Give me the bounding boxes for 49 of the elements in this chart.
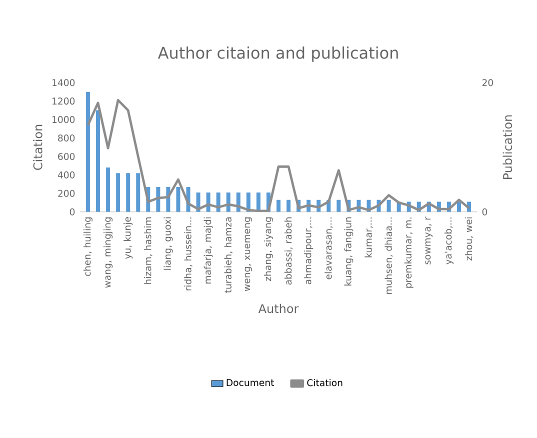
y-tick-label: 1000 [52, 116, 75, 123]
y-tick-label: 400 [58, 171, 75, 178]
y2-tick-label: 20 [482, 78, 493, 86]
bar [386, 200, 391, 212]
y2-tick-label: 0 [482, 208, 488, 216]
x-tick-label: kuang, fangjun [344, 217, 354, 286]
x-tick-label: abbassi, rabeh [284, 217, 293, 284]
x-tick-label: muhsen, dhiaa... [384, 217, 393, 294]
y-tick-label: 0 [70, 208, 75, 216]
line-series [86, 98, 470, 212]
y-tick-label: 1200 [52, 97, 75, 104]
x-axis-title: Author [258, 304, 299, 313]
x-tick-label: chen, huiling [83, 217, 92, 276]
x-tick-label: premkumar, m. [404, 217, 414, 288]
y2-axis-title: Publication [502, 115, 512, 179]
bar [286, 200, 291, 212]
y-tick-label: 200 [58, 190, 75, 197]
bar [96, 110, 100, 212]
bar [136, 172, 140, 212]
bar [86, 92, 90, 212]
y-tick-label: 800 [58, 134, 75, 142]
y-axis-title: Citation [33, 124, 42, 170]
bar [336, 200, 341, 212]
x-tick-label: elavarasan,... [324, 217, 333, 280]
y-tick-label: 1400 [52, 78, 75, 86]
bar [126, 172, 130, 212]
x-tick-label: ridha, hussein... [184, 217, 192, 290]
x-tick-label: liang, guoxi [164, 217, 173, 270]
x-tick-label: ya'acob,... [444, 217, 454, 264]
bar [116, 172, 120, 212]
x-tick-label: kumar,... [364, 217, 373, 258]
legend-label: Citation [307, 378, 342, 386]
x-tick-label: yu, kunje [124, 216, 133, 259]
x-tick-label: zhang, siyang [264, 217, 273, 281]
bar [106, 167, 110, 212]
bar [456, 202, 461, 212]
x-tick-label: ahmadipour,... [304, 217, 314, 284]
x-tick-label: zhou, wei [464, 217, 474, 260]
x-tick-label: turabieh, hamza [224, 217, 232, 293]
bar [276, 200, 280, 212]
bar [176, 186, 180, 212]
x-tick-label: hizam, hashim [144, 217, 152, 284]
x-tick-label: weng, xuemeng [244, 217, 252, 291]
legend-label: Document [226, 378, 274, 386]
y-tick-label: 600 [58, 152, 75, 160]
x-tick-label: wang, mingjing [104, 217, 113, 288]
x-tick-label: sowmya, r [425, 216, 432, 264]
chart-title: Author citaion and publication [158, 46, 398, 62]
x-tick-label: mafarja, majdi [204, 217, 213, 284]
